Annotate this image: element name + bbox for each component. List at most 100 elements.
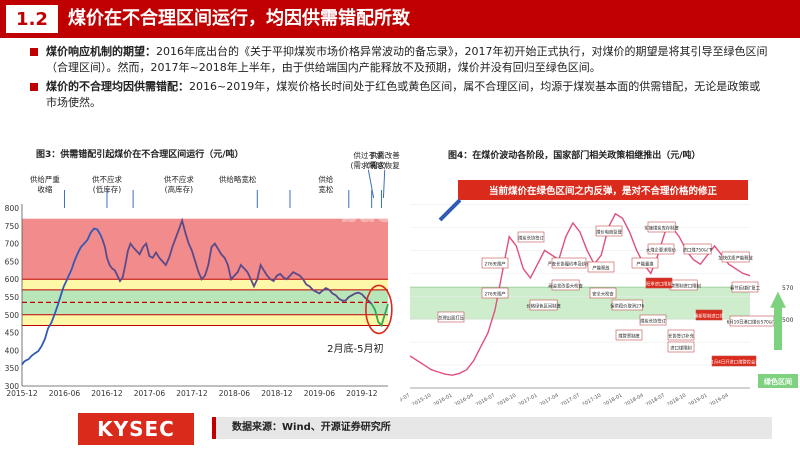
policy-box <box>695 309 723 321</box>
green-zone-box <box>758 374 798 388</box>
policy-box <box>589 287 617 299</box>
y-tick-label: 750 <box>5 222 20 231</box>
zone-yellow <box>22 279 388 290</box>
x-tick-label: 2019-01 <box>687 393 708 405</box>
policy-label: 进口煤750以下 <box>683 246 713 253</box>
banner-text: 当前煤价在绿色区间之内反弹，是对不合理价格的修正 <box>489 185 718 197</box>
policy-box <box>631 257 659 269</box>
policy-label: 煤炭长协签订 <box>518 234 544 241</box>
policy-label: 两会发改委大检查 <box>548 282 583 289</box>
arrow-icon <box>382 169 386 199</box>
policy-label: 安全大检查 <box>592 290 614 297</box>
policy-box <box>647 221 676 233</box>
brand-logo-text: KYSEC <box>97 417 175 441</box>
policy-label: 长协签订补充 <box>668 332 694 339</box>
policy-label: 6月10日港口煤价570以下 <box>727 318 778 325</box>
x-tick-label: 2018-04 <box>624 393 645 405</box>
footer: KYSEC 数据来源：Wind、开源证券研究所 <box>0 407 800 450</box>
y-tick-label: 650 <box>5 257 20 266</box>
highlight-label: 2月底-5月初 <box>327 342 383 355</box>
green-zone-label: 绿色区间 <box>764 377 792 386</box>
policy-label: 旺季进口限制 <box>646 280 672 287</box>
right-value-label: 570 <box>782 285 794 292</box>
policy-box <box>551 279 580 291</box>
bullet-text: 2016~2019年，煤炭价格长时间处于红色或黄色区间，属不合理区间，均源于煤炭… <box>46 80 761 109</box>
policy-box <box>481 287 509 299</box>
y-tick-label: 350 <box>5 364 20 373</box>
policy-label: 276天限产 <box>484 260 505 267</box>
bullet-list: 煤价响应机制的期望：2016年底出台的《关于平抑煤炭市场价格异常波动的备忘录》，… <box>28 44 768 114</box>
annotation-label: 宽松 <box>318 184 333 194</box>
x-tick-label: 2019-12 <box>346 389 378 398</box>
x-tick-label: 2017-12 <box>176 389 208 398</box>
banner-box <box>458 180 748 200</box>
annotation-label: 供给严重 <box>30 174 60 184</box>
x-tick-label: 2016-06 <box>49 389 81 398</box>
section-title: 煤价在不合理区间运行，均因供需错配所致 <box>68 8 410 29</box>
x-tick-label: 2016-12 <box>91 389 123 398</box>
annotation-label: 收缩 <box>37 184 52 194</box>
y-tick-label: 300 <box>5 382 20 391</box>
source-bar: 数据来源：Wind、开源证券研究所 <box>212 417 772 439</box>
series-line <box>370 303 389 328</box>
policy-box <box>611 299 643 311</box>
section-header: 1.2 煤价在不合理区间运行，均因供需错配所致 <box>0 0 800 38</box>
policy-box <box>529 299 558 311</box>
policy-box <box>683 243 712 255</box>
policy-label: 276天限产 <box>484 290 505 297</box>
annotation-label: (高库存) <box>165 184 193 194</box>
x-tick-label: 2018-12 <box>261 389 293 398</box>
policy-box <box>647 243 675 255</box>
x-tick-label: 2015-10 <box>411 393 432 405</box>
policy-label: 11月4日开进口煤管控会议 <box>708 358 760 365</box>
x-tick-label: 2015-07 <box>400 393 411 405</box>
brand-logo: KYSEC <box>78 413 194 445</box>
x-tick-label: 2017-01 <box>517 393 538 405</box>
zone-red <box>22 218 388 280</box>
x-tick-label: 2018-01 <box>602 393 623 405</box>
bullet-marker-icon <box>30 83 38 91</box>
policy-box <box>615 329 643 341</box>
x-tick-label: 2017-04 <box>539 393 560 405</box>
y-tick-label: 500 <box>5 311 20 320</box>
annotation-label: 供需改善 <box>370 150 400 160</box>
policy-label: 价格绿色区间制度 <box>526 302 561 309</box>
x-tick-label: 2018-07 <box>645 393 666 405</box>
right-value-label: 500 <box>782 317 794 324</box>
policy-box <box>639 314 667 326</box>
annotation-label: (需求塌陷) <box>350 160 386 170</box>
annotation-label: 供过于求 <box>353 150 383 160</box>
y-tick-label: 450 <box>5 329 20 338</box>
arrow-icon <box>367 169 375 199</box>
series-line <box>409 212 751 376</box>
policy-label: 大煤企要求限价 <box>646 246 677 253</box>
policy-label: 产能释放 <box>592 264 610 271</box>
bullet-lead: 煤价的不合理均因供需错配： <box>46 80 189 93</box>
y-tick-label: 700 <box>5 240 20 249</box>
figure4-chart: 2015-07 2015-10 2016-01 2016-04 2016-07 2016-… <box>400 180 798 405</box>
policy-box <box>595 225 623 237</box>
figure3-title: 图3：供需错配引起煤价在不合理区间运行（元/吨） <box>36 150 244 160</box>
y-tick-label: 600 <box>5 275 20 284</box>
policy-box <box>731 281 759 293</box>
policy-label: 煤管票制度 <box>618 332 640 339</box>
policy-label: 产能置换 <box>636 260 654 267</box>
series-line <box>21 227 104 366</box>
x-tick-label: 2016-10 <box>496 393 517 405</box>
x-tick-label: 2017-07 <box>560 393 581 405</box>
x-tick-label: 2017-06 <box>134 389 166 398</box>
policy-box <box>587 261 615 273</box>
policy-label: 煤管票制进口限制 <box>666 282 700 289</box>
x-tick-label: 2016-04 <box>454 393 475 405</box>
policy-box <box>645 277 673 289</box>
x-tick-label: 2016-01 <box>432 393 453 405</box>
bullet-marker-icon <box>30 48 38 56</box>
x-tick-label: 2018-10 <box>666 393 687 405</box>
figure4-title: 图4：在煤价波动各阶段，国家部门相关政策相继推出（元/吨） <box>448 151 701 161</box>
policy-label: 严查长协履约率及执行 <box>548 260 592 267</box>
bullet-text: 2016年底出台的《关于平抑煤炭市场价格异常波动的备忘录》，2017年初开始正式… <box>46 45 768 74</box>
figure3-chart: 300 350 400 450 500 550 600 650 700 750 800 2015-12… <box>5 150 400 398</box>
x-tick-label: 2015-12 <box>6 389 38 398</box>
zone-green <box>410 287 750 320</box>
policy-label: 煤价电商监督 <box>596 228 622 235</box>
